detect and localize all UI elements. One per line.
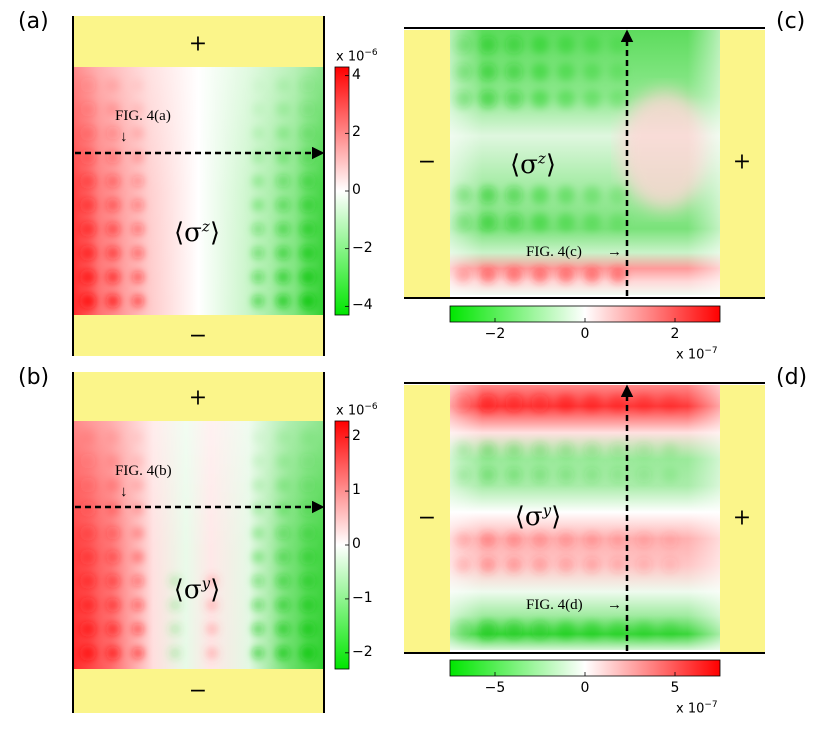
cut-annotation-b: FIG. 4(b) — [115, 463, 172, 479]
colorbar-tick-label: 5 — [670, 680, 680, 696]
panel-label-c: (c) — [776, 9, 806, 34]
plus-sign-d: + — [732, 505, 752, 531]
cut-pointer-b: ↓ — [120, 484, 128, 500]
panel-c — [404, 27, 765, 323]
cut-annotation-a: FIG. 4(a) — [115, 108, 171, 124]
panel-label-b: (b) — [18, 365, 50, 390]
heatmap-d — [450, 385, 720, 650]
panel-label-d: (d) — [776, 365, 808, 390]
colorbar-tick-label: 4 — [352, 66, 361, 83]
colorbar-tick-label: −1 — [352, 589, 373, 606]
lead-minus-d — [404, 385, 450, 653]
cut-pointer-d: → — [607, 597, 622, 613]
colorbar-tick-label: −2 — [352, 239, 373, 256]
colorbar-tick-label: 0 — [352, 536, 361, 552]
observable-label-c: ⟨σz⟩ — [510, 149, 556, 180]
panel-label-a: (a) — [18, 9, 49, 34]
heatmap-b — [73, 421, 324, 669]
observable-label-b: ⟨σy⟩ — [173, 574, 221, 605]
cut-pointer-a: ↓ — [120, 129, 128, 145]
panel-d — [404, 382, 765, 677]
colorbar-tick-label: −4 — [352, 297, 373, 314]
colorbar-scale-b: x 10−6 — [336, 402, 378, 419]
cut-annotation-c: FIG. 4(c) — [526, 244, 582, 260]
colorbar-scale-c: x 10−7 — [676, 346, 718, 363]
lead-minus-c — [404, 30, 450, 298]
lead-plus-b — [73, 372, 324, 421]
colorbar-scale-d: x 10−7 — [676, 700, 718, 717]
minus-sign-b: − — [188, 678, 208, 704]
lead-plus-d — [720, 385, 765, 653]
colorbar-tick-label: 0 — [580, 326, 590, 342]
observable-label-a: ⟨σz⟩ — [174, 217, 220, 248]
plus-sign-c: + — [732, 149, 752, 175]
lead-plus-c — [720, 30, 765, 298]
lead-minus-b — [73, 669, 324, 713]
cut-pointer-c: → — [607, 244, 622, 260]
heatmap-a — [73, 67, 324, 315]
panel-a — [72, 16, 350, 356]
minus-sign-a: − — [188, 323, 208, 349]
colorbar-tick-label: 0 — [580, 680, 590, 696]
lead-plus-a — [73, 16, 324, 67]
minus-sign-c: − — [417, 149, 437, 175]
colorbar-tick-label: −5 — [484, 680, 506, 696]
colorbar-tick-label: −2 — [352, 643, 373, 660]
colorbar-tick-label: 2 — [670, 326, 680, 342]
colorbar-tick-label: −2 — [484, 326, 506, 342]
colorbar-tick-marks — [345, 75, 676, 676]
cut-annotation-d: FIG. 4(d) — [526, 597, 583, 613]
colorbar-tick-label: 1 — [352, 482, 361, 499]
plus-sign-a: + — [188, 31, 208, 57]
panel-b — [72, 372, 350, 713]
minus-sign-d: − — [417, 505, 437, 531]
colorbar-scale-a: x 10−6 — [336, 48, 378, 65]
colorbar-tick-label: 0 — [352, 182, 361, 198]
colorbar-tick-label: 2 — [352, 124, 361, 141]
colorbar-tick-label: 2 — [352, 428, 361, 445]
heatmap-c — [450, 30, 720, 295]
plus-sign-b: + — [188, 385, 208, 411]
observable-label-d: ⟨σy⟩ — [514, 501, 562, 532]
lead-minus-a — [73, 315, 324, 356]
